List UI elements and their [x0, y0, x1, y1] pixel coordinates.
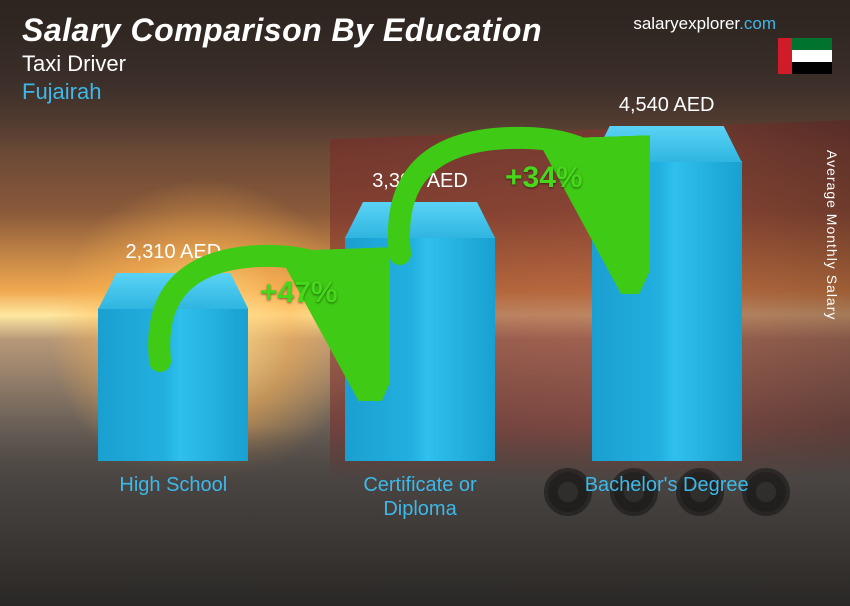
- chart-title: Salary Comparison By Education: [22, 12, 828, 49]
- bar-category-label: High School: [119, 473, 227, 521]
- bar-category-label: Certificate or Diploma: [327, 473, 514, 521]
- chart-subtitle: Taxi Driver: [22, 51, 828, 77]
- increase-pct-1: +47%: [260, 276, 338, 310]
- increase-pct-2: +34%: [505, 161, 583, 195]
- header: Salary Comparison By Education Taxi Driv…: [22, 12, 828, 105]
- increase-arrow-2: [370, 124, 650, 294]
- increase-arrow-1: [130, 241, 390, 401]
- chart-location: Fujairah: [22, 79, 828, 105]
- y-axis-label: Average Monthly Salary: [824, 150, 840, 320]
- bar-chart: +47% +34% 2,310 AED High School 3,390 AE…: [60, 116, 780, 576]
- bar-category-label: Bachelor's Degree: [585, 473, 749, 521]
